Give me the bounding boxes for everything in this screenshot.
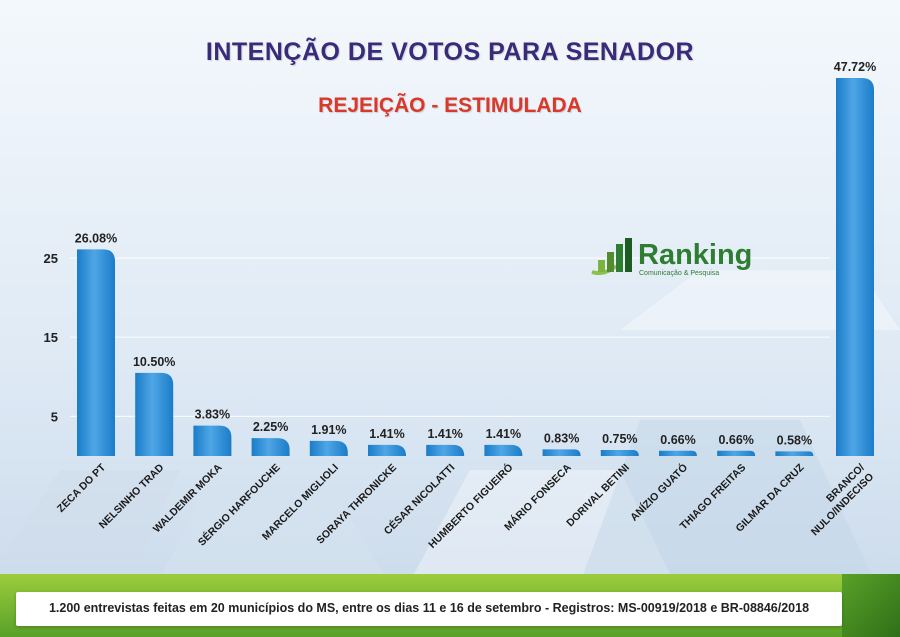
bar bbox=[484, 444, 523, 456]
footer-box bbox=[16, 592, 842, 626]
logo-tagline: Comunicação & Pesquisa bbox=[639, 270, 720, 277]
gridlines bbox=[70, 257, 830, 417]
footer-text: 1.200 entrevistas feitas em 20 município… bbox=[48, 601, 810, 615]
y-tick-label: 15 bbox=[44, 330, 58, 345]
bar bbox=[426, 444, 465, 456]
chart-title: INTENÇÃO DE VOTOS PARA SENADOR bbox=[205, 38, 695, 66]
chart-subtitle: REJEIÇÃO - ESTIMULADA bbox=[318, 94, 582, 117]
value-label: 26.08% bbox=[75, 231, 117, 245]
category-label-line: ZECA DO PT bbox=[55, 461, 109, 515]
bar bbox=[77, 249, 115, 456]
y-tick-label: 25 bbox=[44, 251, 58, 266]
bar bbox=[309, 440, 348, 456]
bar bbox=[368, 444, 406, 456]
category-label-line: ANÍZIO GUATÓ bbox=[627, 461, 690, 524]
value-label: 10.50% bbox=[133, 355, 175, 369]
bar bbox=[775, 451, 814, 456]
category-label-line: DORIVAL BETINI bbox=[564, 462, 632, 530]
category-label: DORIVAL BETINI bbox=[564, 462, 632, 530]
value-label: 1.41% bbox=[486, 427, 521, 441]
bar bbox=[836, 78, 874, 456]
value-label: 0.58% bbox=[777, 433, 812, 447]
value-labels: 26.08% 10.50% 3.83% 2.25% 1.91% 1.41% 1.41% 1.4… bbox=[75, 60, 876, 447]
bar bbox=[659, 450, 697, 456]
ranking-logo-icon bbox=[591, 238, 632, 276]
value-label: 0.75% bbox=[602, 432, 637, 446]
value-label: 3.83% bbox=[195, 408, 230, 422]
bar bbox=[600, 450, 639, 456]
y-axis-ticks: 5 15 25 bbox=[44, 251, 58, 424]
value-label: 1.41% bbox=[369, 427, 404, 441]
value-label: 0.83% bbox=[544, 431, 579, 445]
value-label: 0.66% bbox=[660, 433, 695, 447]
ranking-logo: Ranking Comunicação & Pesquisa bbox=[590, 236, 755, 281]
bar bbox=[251, 438, 290, 456]
bars bbox=[77, 78, 874, 456]
y-tick-label: 5 bbox=[51, 409, 58, 424]
bar bbox=[717, 450, 756, 456]
value-label: 47.72% bbox=[834, 60, 876, 74]
category-label: ANÍZIO GUATÓ bbox=[627, 461, 690, 524]
value-label: 1.41% bbox=[427, 427, 462, 441]
category-label: ZECA DO PT bbox=[55, 461, 109, 515]
category-label: BRANCO/NULO/INDECISO bbox=[800, 462, 877, 539]
value-label: 1.91% bbox=[311, 423, 346, 437]
logo-word: Ranking bbox=[638, 239, 753, 271]
footer-corner bbox=[842, 574, 900, 637]
bar bbox=[193, 425, 232, 456]
value-label: 0.66% bbox=[718, 433, 753, 447]
bar bbox=[542, 449, 581, 456]
bar bbox=[135, 372, 174, 456]
value-label: 2.25% bbox=[253, 420, 288, 434]
